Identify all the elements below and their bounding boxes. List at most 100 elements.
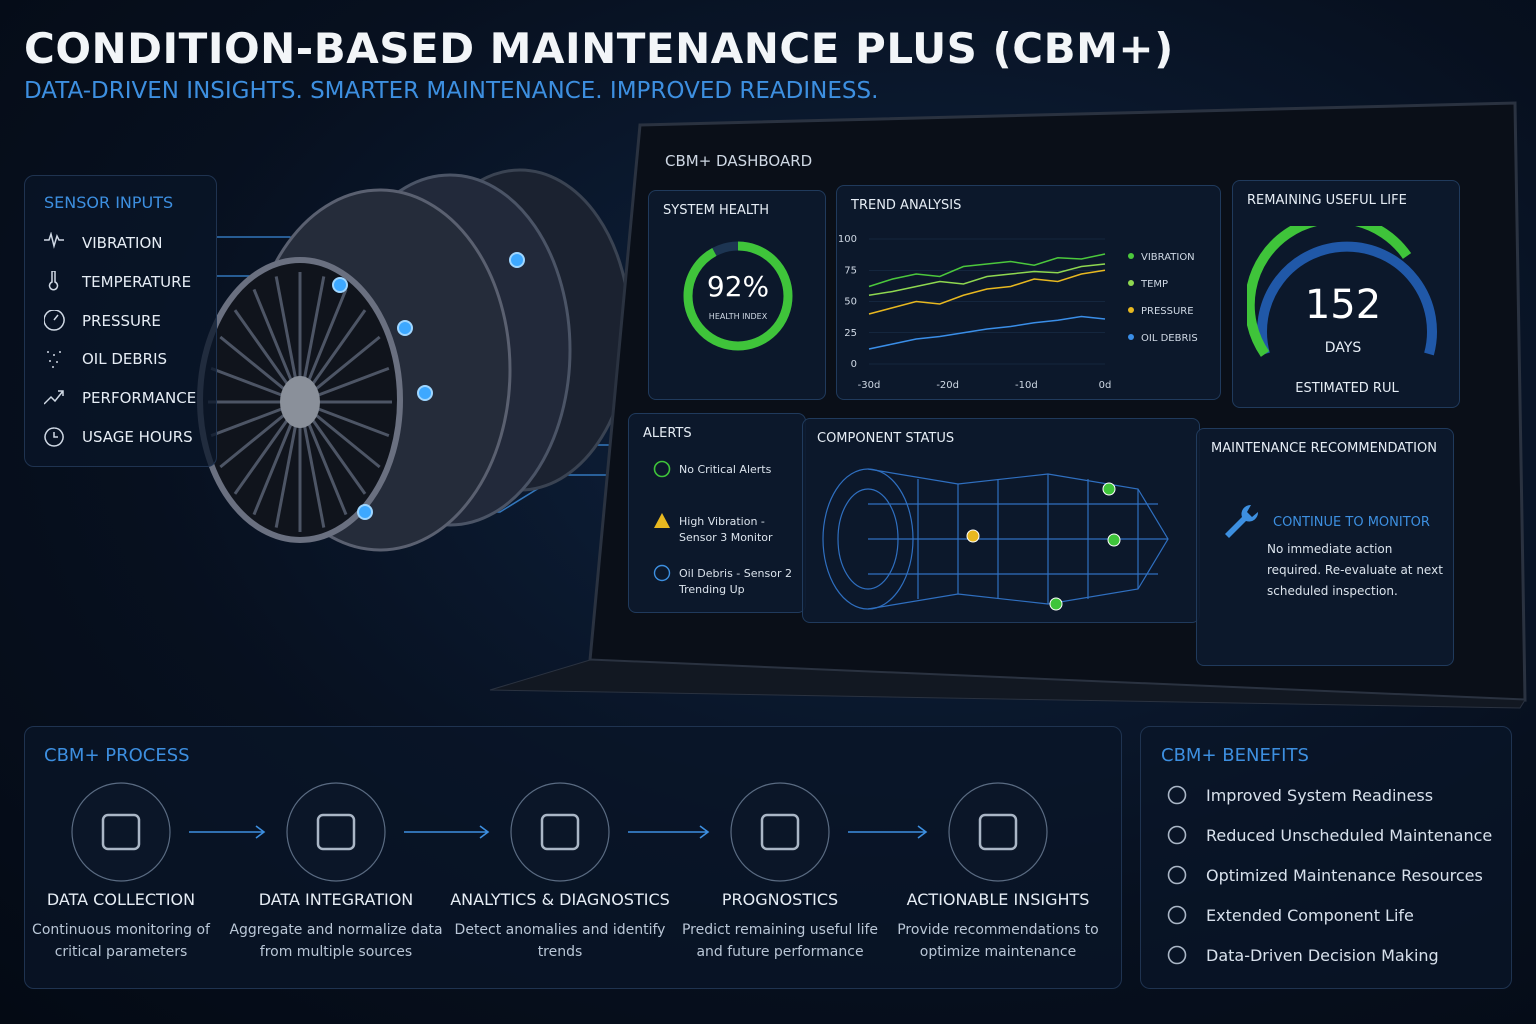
- benefit-label: Improved System Readiness: [1206, 785, 1434, 805]
- step-arrow: [189, 825, 266, 839]
- step-icon: [101, 813, 141, 851]
- alert-icon: [653, 460, 671, 478]
- recommendation-action: CONTINUE TO MONITOR: [1273, 515, 1430, 530]
- benefit-label: Optimized Maintenance Resources: [1206, 865, 1483, 885]
- step-icon: [978, 813, 1018, 851]
- step-description: Provide recommendations to optimize main…: [897, 922, 1099, 960]
- recommendation-card: MAINTENANCE RECOMMENDATION CONTINUE TO M…: [1196, 428, 1454, 666]
- benefits-panel: CBM+ BENEFITS: [1140, 726, 1512, 989]
- card-title: REMAINING USEFUL LIFE: [1247, 193, 1407, 208]
- legend-swatch: [1128, 307, 1134, 313]
- health-value: 92%: [707, 270, 769, 303]
- component-card: COMPONENT STATUS: [802, 418, 1200, 623]
- y-tick-label: 25: [844, 328, 857, 339]
- icon-glyph: [44, 309, 65, 331]
- sensor-item: OIL DEBRIS: [44, 348, 167, 370]
- sensor-item: TEMPERATURE: [44, 270, 192, 293]
- step-description: Aggregate and normalize data from multip…: [229, 922, 443, 960]
- sensor-panel: SENSOR INPUTS: [24, 175, 217, 467]
- sensor-item: VIBRATION: [44, 232, 163, 254]
- benefit-item: Improved System Readiness: [1166, 784, 1433, 806]
- alert-icon: [653, 564, 671, 582]
- gauge-arc: [1247, 226, 1412, 357]
- icon-glyph: [1167, 945, 1187, 965]
- benefit-icon: [1167, 905, 1187, 925]
- trend-chart: 0 25 50 75 100 -30d -20d -10d 0d VIBRATION TEMP PRE…: [838, 234, 1198, 391]
- gauge-arc: [683, 241, 793, 351]
- legend-label: OIL DEBRIS: [1141, 333, 1198, 344]
- icon-glyph: [47, 351, 61, 369]
- legend-swatch: [1128, 253, 1134, 259]
- legend-swatch: [1128, 334, 1134, 340]
- sensor-icon: [44, 232, 64, 249]
- sensor-icon: [48, 270, 59, 291]
- sensor-label: TEMPERATURE: [82, 272, 192, 291]
- process-step: ACTIONABLE INSIGHTS Provide recommendatio…: [888, 890, 1108, 963]
- step-circle: [948, 782, 1048, 882]
- process-step: DATA COLLECTION Continuous monitoring of …: [11, 890, 231, 963]
- step-title: ANALYTICS & DIAGNOSTICS: [450, 890, 670, 909]
- sensor-icon: [44, 427, 64, 447]
- card-title: COMPONENT STATUS: [817, 431, 955, 446]
- sensor-label: VIBRATION: [82, 234, 163, 252]
- step-title: DATA INTEGRATION: [258, 890, 414, 909]
- benefit-label: Reduced Unscheduled Maintenance: [1206, 825, 1493, 845]
- rul-card: REMAINING USEFUL LIFE 152 DAYS ESTIMATED…: [1232, 180, 1460, 408]
- legend-swatch: [1128, 280, 1134, 286]
- icon-glyph: [1167, 905, 1187, 925]
- sensor-icon: [44, 309, 65, 331]
- y-tick-label: 75: [844, 265, 857, 276]
- engine-schematic: [822, 468, 1169, 611]
- subtitle: DATA-DRIVEN INSIGHTS. SMARTER MAINTENANC…: [24, 78, 879, 104]
- trend-line: [868, 253, 1106, 288]
- icon-glyph: [653, 460, 671, 478]
- sensor-icon: [44, 390, 64, 405]
- alert-text: Oil Debris - Sensor 2 Trending Up: [679, 567, 792, 596]
- legend-label: TEMP: [1140, 279, 1168, 290]
- step-title: PROGNOSTICS: [721, 890, 839, 909]
- step-title: ACTIONABLE INSIGHTS: [906, 890, 1090, 909]
- alerts-card: ALERTS No Critical Alerts High Vibration …: [628, 413, 806, 613]
- gauge-track: [1257, 241, 1437, 356]
- x-tick-label: 0d: [1099, 380, 1112, 391]
- step-description: Continuous monitoring of critical parame…: [32, 922, 210, 960]
- health-caption: HEALTH INDEX: [709, 312, 768, 321]
- icon-glyph: [1167, 865, 1187, 885]
- section-title: CBM+ BENEFITS: [1161, 745, 1309, 766]
- health-card: SYSTEM HEALTH 92% HEALTH INDEX: [648, 190, 826, 400]
- card-title: MAINTENANCE RECOMMENDATION: [1211, 441, 1437, 456]
- y-tick-label: 100: [838, 234, 857, 245]
- icon-glyph: [48, 270, 59, 291]
- trend-line: [868, 269, 1106, 315]
- step-circle: [286, 782, 386, 882]
- benefit-item: Extended Component Life: [1166, 904, 1414, 926]
- benefit-item: Data-Driven Decision Making: [1166, 944, 1439, 966]
- step-arrow: [404, 825, 490, 839]
- x-tick-label: -30d: [858, 380, 881, 391]
- recommendation-detail: No immediate action required. Re-evaluat…: [1267, 542, 1443, 598]
- x-tick-label: -20d: [936, 380, 959, 391]
- x-tick-label: -10d: [1015, 380, 1038, 391]
- dashboard-title: CBM+ DASHBOARD: [665, 152, 813, 170]
- icon-glyph: [44, 232, 64, 249]
- sensor-label: USAGE HOURS: [82, 428, 193, 446]
- card-title: TREND ANALYSIS: [851, 198, 962, 213]
- step-icon: [540, 813, 580, 851]
- step-circle: [510, 782, 610, 882]
- engine: [197, 168, 632, 552]
- sensor-label: OIL DEBRIS: [82, 350, 168, 369]
- benefit-label: Extended Component Life: [1206, 905, 1414, 925]
- health-gauge: 92% HEALTH INDEX: [683, 241, 793, 351]
- rul-gauge: 152 DAYS: [1247, 226, 1437, 357]
- trend-line: [868, 263, 1106, 296]
- icon-glyph: [44, 427, 64, 447]
- icon-glyph: [654, 513, 670, 528]
- icon-glyph: [653, 564, 671, 582]
- process-step: PROGNOSTICS Predict remaining useful life…: [670, 890, 890, 963]
- step-description: Predict remaining useful life and future…: [681, 922, 879, 960]
- rul-caption: ESTIMATED RUL: [1295, 381, 1399, 396]
- y-tick-label: 0: [851, 359, 857, 370]
